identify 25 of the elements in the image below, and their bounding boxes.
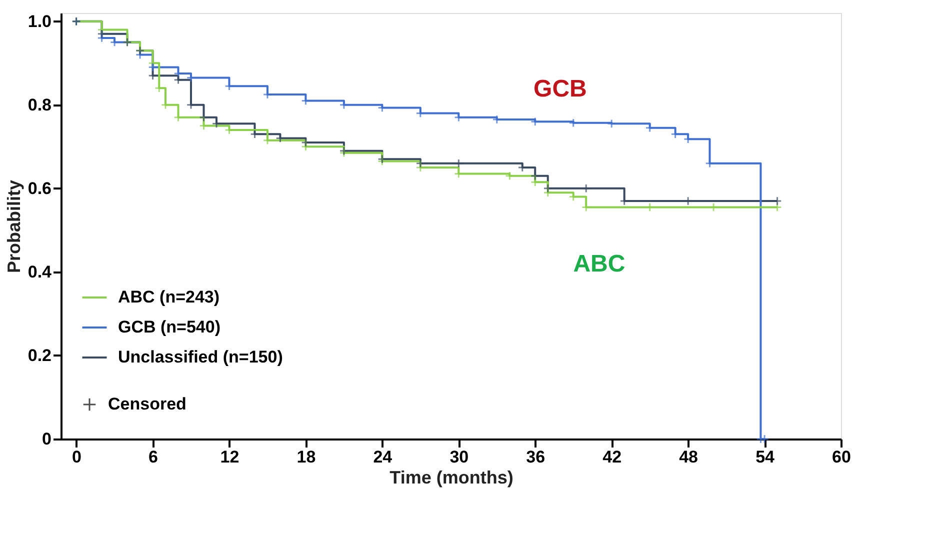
x-tick-label: 60 <box>832 448 851 466</box>
legend-label: GCB (n=540) <box>118 318 220 336</box>
x-tick-label: 0 <box>72 448 82 466</box>
x-tick-label: 42 <box>602 448 622 466</box>
x-axis-title: Time (months) <box>390 468 514 488</box>
x-tick-label: 54 <box>756 448 776 466</box>
y-tick-label: 0.2 <box>28 346 52 365</box>
y-tick-label: 0.4 <box>28 262 52 282</box>
y-tick-label: 0 <box>42 430 52 448</box>
annotation: Censored <box>108 394 186 414</box>
x-tick-label: 18 <box>296 448 316 466</box>
x-tick-label: 48 <box>679 448 698 466</box>
y-tick-label: 0.6 <box>28 178 52 198</box>
x-tick-label: 24 <box>373 448 393 466</box>
y-tick-label: 0.8 <box>28 95 52 114</box>
y-tick-label: 1.0 <box>28 12 52 31</box>
x-tick-label: 6 <box>148 448 158 466</box>
x-tick-label: 12 <box>220 448 240 466</box>
y-axis-title: Probability <box>4 180 24 274</box>
x-tick-label: 36 <box>526 448 546 466</box>
legend-label: Unclassified (n=150) <box>118 348 283 366</box>
x-tick-label: 30 <box>450 448 469 466</box>
annotation: GCB <box>534 76 587 103</box>
legend-label: ABC (n=243) <box>118 288 220 306</box>
annotation: ABC <box>573 250 626 278</box>
